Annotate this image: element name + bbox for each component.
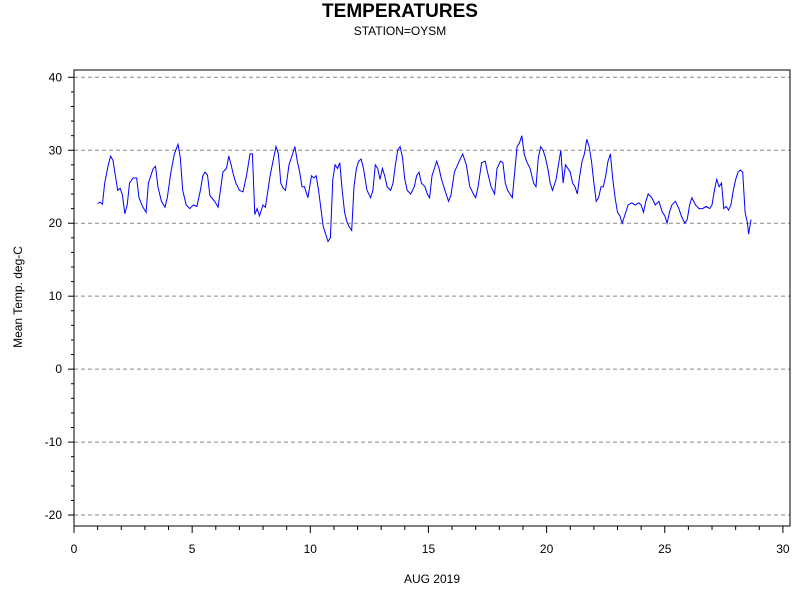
x-tick-label: 5 <box>189 542 196 556</box>
y-tick-label: -20 <box>45 508 63 522</box>
y-axis-ticks: -20 -10 0 10 20 30 40 <box>45 70 74 522</box>
x-tick-label: 25 <box>658 542 672 556</box>
y-tick-label: 40 <box>49 70 63 84</box>
y-tick-label: 30 <box>49 143 63 157</box>
x-tick-label: 0 <box>71 542 78 556</box>
x-tick-label: 15 <box>422 542 436 556</box>
minor-ticks <box>71 91 760 530</box>
chart-subtitle: STATION=OYSM <box>353 24 447 38</box>
y-tick-label: 20 <box>49 216 63 230</box>
x-tick-label: 30 <box>776 542 790 556</box>
y-tick-label: 10 <box>49 289 63 303</box>
x-tick-label: 10 <box>304 542 318 556</box>
gridlines <box>74 76 790 516</box>
x-axis-label: AUG 2019 <box>403 572 461 586</box>
y-tick-label: -10 <box>45 435 63 449</box>
x-tick-label: 20 <box>540 542 554 556</box>
x-axis-ticks: 0 5 10 15 20 25 30 <box>71 526 790 556</box>
chart-title: TEMPERATURES <box>322 1 478 22</box>
plot-frame <box>73 69 791 527</box>
temperature-series-line <box>97 135 752 243</box>
y-tick-label: 0 <box>55 362 62 376</box>
